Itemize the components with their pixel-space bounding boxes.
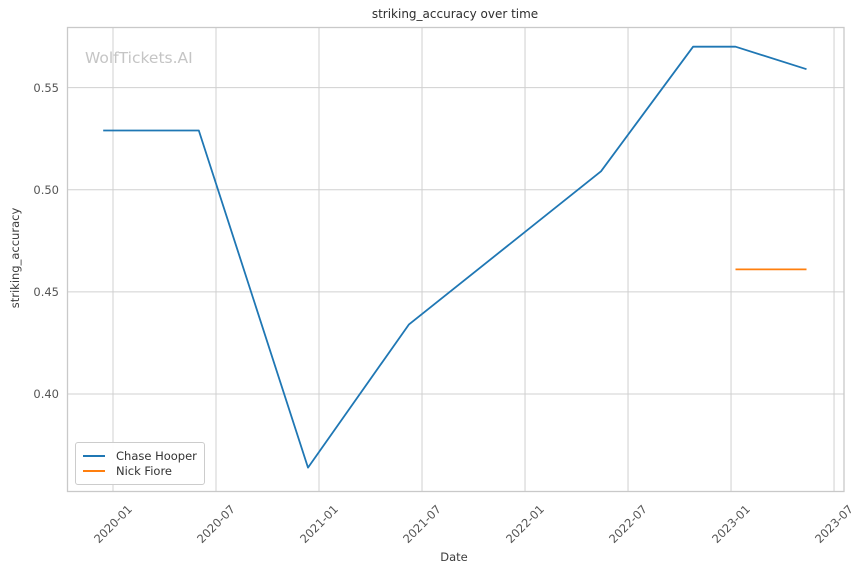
legend-line-sample-nick-fiore bbox=[83, 470, 105, 473]
y-tick-label: 0.40 bbox=[33, 387, 59, 402]
legend: Chase Hooper Nick Fiore bbox=[75, 442, 205, 485]
y-tick-label: 0.45 bbox=[33, 284, 59, 299]
legend-label-nick-fiore: Nick Fiore bbox=[116, 464, 172, 479]
watermark: WolfTickets.AI bbox=[85, 49, 193, 67]
legend-line-sample-chase-hooper bbox=[83, 454, 105, 457]
x-axis-label: Date bbox=[440, 550, 468, 564]
chart-title: striking_accuracy over time bbox=[371, 7, 539, 21]
series-line-chase-hooper bbox=[103, 45, 807, 469]
y-tick-label: 0.55 bbox=[33, 80, 59, 95]
y-axis-label: striking_accuracy bbox=[8, 207, 22, 309]
legend-label-chase-hooper: Chase Hooper bbox=[116, 448, 197, 463]
legend-item-chase-hooper: Chase Hooper bbox=[83, 448, 197, 463]
legend-item-nick-fiore: Nick Fiore bbox=[83, 464, 196, 479]
y-tick-label: 0.50 bbox=[33, 182, 59, 197]
plot-border bbox=[66, 26, 845, 493]
